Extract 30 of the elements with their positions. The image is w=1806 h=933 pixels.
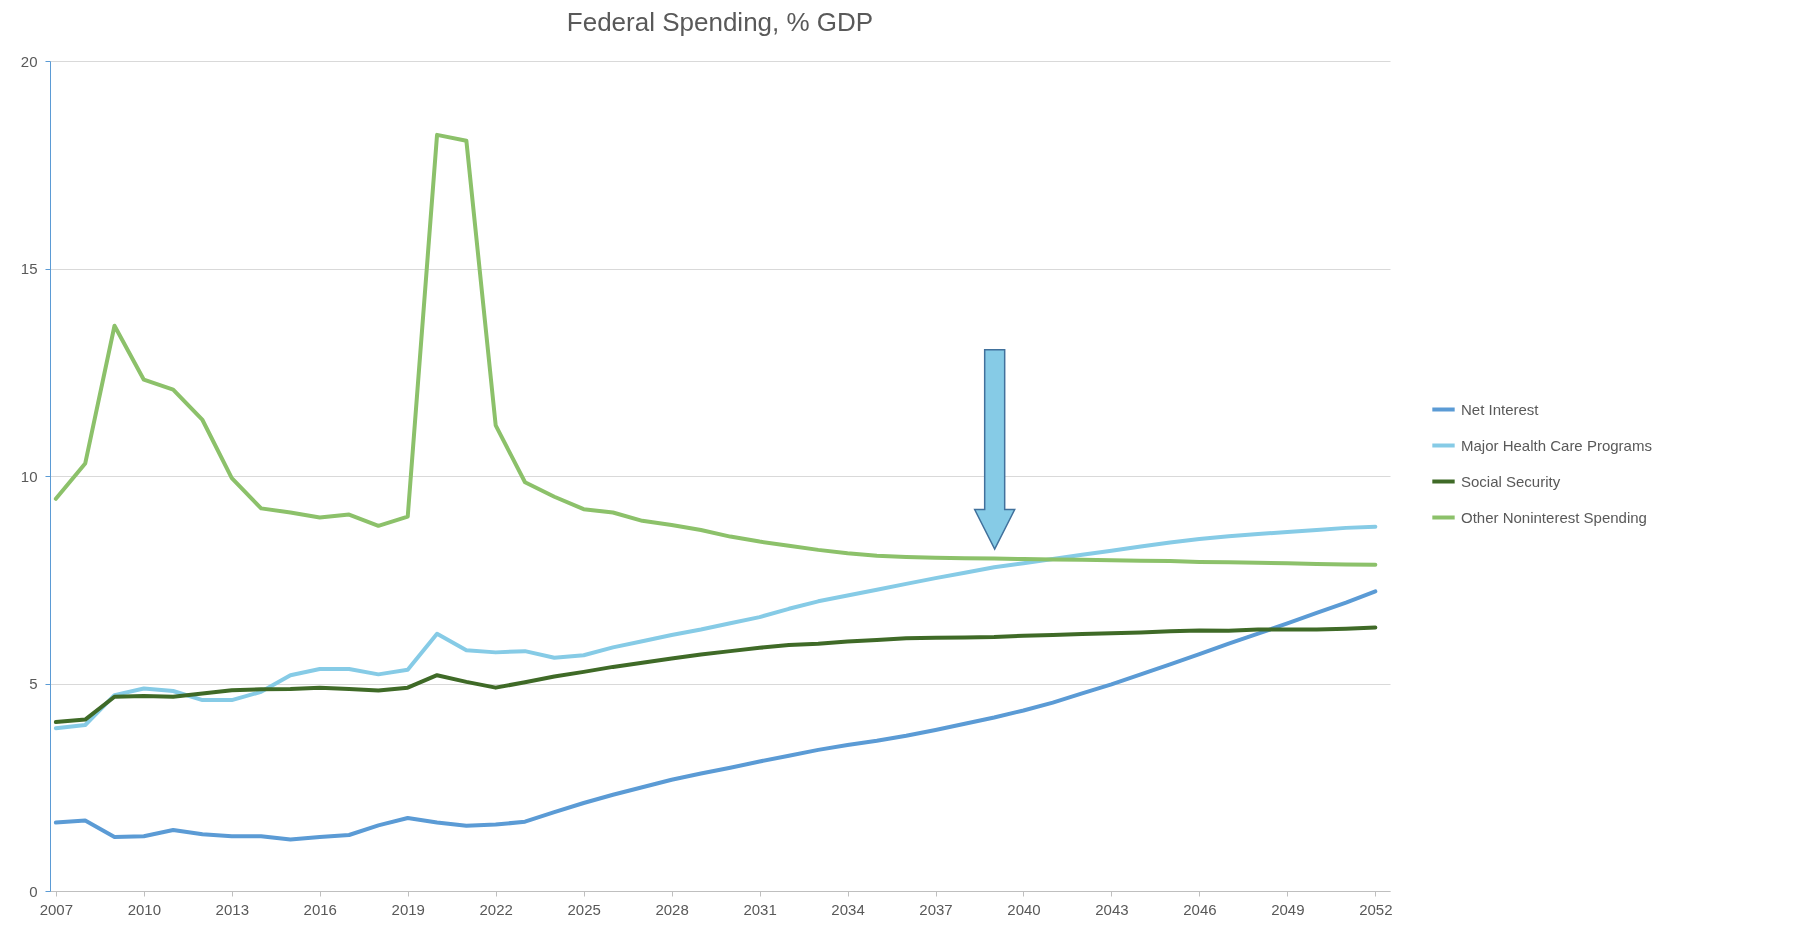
line-series xyxy=(53,589,1378,842)
x-tick-label: 2037 xyxy=(919,900,953,918)
x-tick-label: 2010 xyxy=(127,900,162,918)
x-tick-label: 2019 xyxy=(391,900,425,918)
legend-label: Other Noninterest Spending xyxy=(1461,508,1647,526)
x-tick-label: 2043 xyxy=(1095,900,1129,918)
legend-label: Major Health Care Programs xyxy=(1461,436,1652,454)
y-tick-label: 10 xyxy=(20,467,38,485)
x-tick-label: 2046 xyxy=(1183,900,1217,918)
x-tick-label: 2049 xyxy=(1271,900,1305,918)
x-tick-label: 2007 xyxy=(39,900,74,918)
line-series xyxy=(53,524,1378,731)
y-tick-label: 0 xyxy=(29,882,38,900)
y-tick-label: 5 xyxy=(29,675,38,692)
x-tick-label: 2025 xyxy=(567,900,601,918)
x-tick-label: 2040 xyxy=(1007,900,1041,918)
x-tick-label: 2028 xyxy=(655,900,689,918)
legend-label: Social Security xyxy=(1461,472,1561,490)
x-tick-label: 2031 xyxy=(743,900,777,918)
y-tick-label: 20 xyxy=(20,52,38,70)
x-tick-label: 2016 xyxy=(303,900,337,918)
chart-title: Federal Spending, % GDP xyxy=(566,7,874,37)
line-series xyxy=(53,625,1378,725)
x-tick-label: 2034 xyxy=(831,900,865,918)
y-tick-label: 15 xyxy=(20,260,38,277)
line-series xyxy=(53,132,1378,567)
legend-label: Net Interest xyxy=(1461,400,1540,418)
x-tick-label: 2022 xyxy=(479,900,513,918)
x-tick-label: 2052 xyxy=(1359,900,1393,918)
x-tick-label: 2013 xyxy=(215,900,249,918)
